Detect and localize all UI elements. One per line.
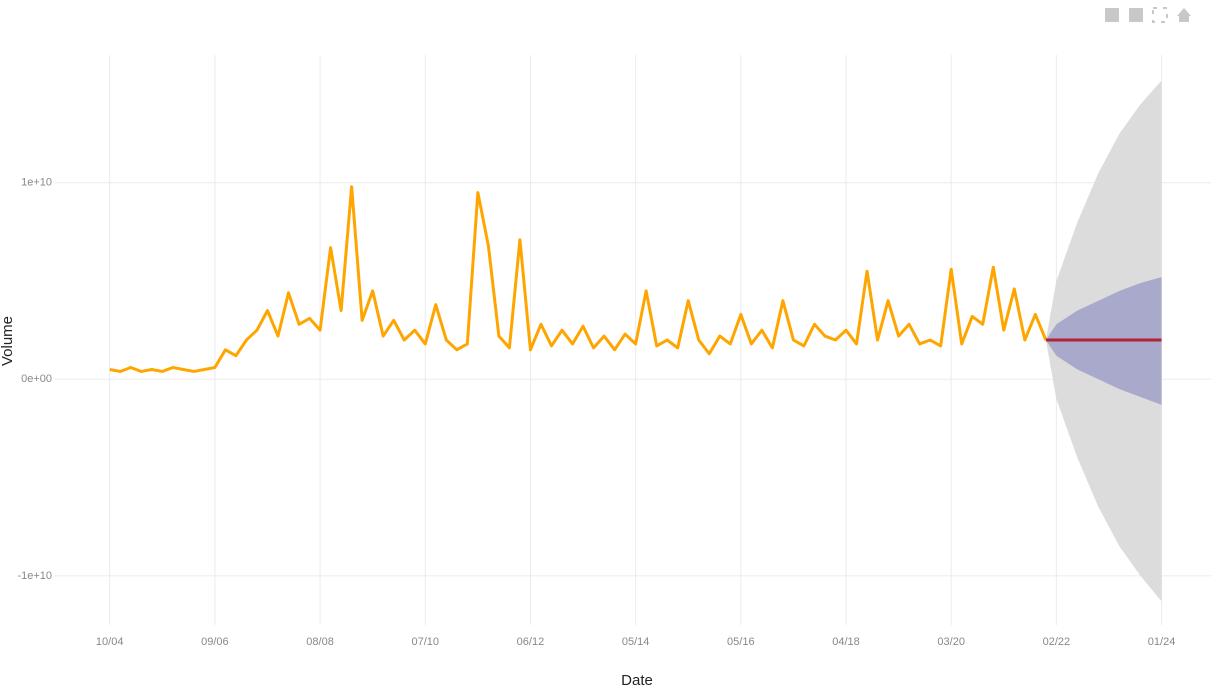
y-tick-label: 0e+00 [21, 373, 52, 385]
modebar [1105, 7, 1191, 23]
x-tick-label: 06/12 [517, 636, 545, 648]
y-tick-label: 1e+10 [21, 177, 52, 189]
x-tick-label: 08/08 [306, 636, 334, 648]
x-tick-label: 09/06 [201, 636, 229, 648]
zoom-in-button[interactable] [1105, 8, 1119, 22]
x-tick-label: 03/20 [937, 636, 965, 648]
x-axis-title: Date [621, 672, 653, 689]
x-tick-label: 01/24 [1148, 636, 1176, 648]
autoscale-button[interactable] [1152, 7, 1168, 23]
x-tick-label: 05/14 [622, 636, 650, 648]
x-tick-label: 04/18 [832, 636, 860, 648]
y-tick-label: -1e+10 [17, 570, 52, 582]
y-axis-title: Volume [0, 316, 16, 366]
series-line [109, 185, 1048, 373]
x-tick-label: 05/16 [727, 636, 755, 648]
x-tick-label: 10/04 [96, 636, 124, 648]
x-tick-label: 07/10 [411, 636, 439, 648]
reset-button[interactable] [1177, 8, 1191, 22]
zoom-out-button[interactable] [1129, 8, 1143, 22]
x-tick-label: 02/22 [1043, 636, 1071, 648]
